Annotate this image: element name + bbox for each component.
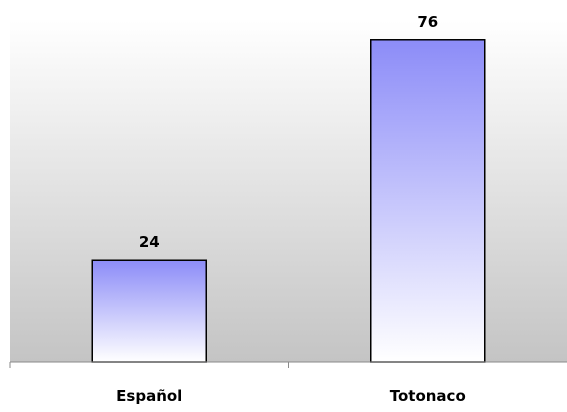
labels: 24 Español 76 Totonaco <box>116 13 466 405</box>
data-label: 76 <box>417 13 438 31</box>
data-label: 24 <box>139 233 160 251</box>
category-label: Totonaco <box>390 387 466 405</box>
x-axis <box>9 361 567 368</box>
bars <box>91 39 486 363</box>
bar-español <box>91 259 207 363</box>
category-label: Español <box>116 387 182 405</box>
bar-totonaco <box>370 39 486 363</box>
